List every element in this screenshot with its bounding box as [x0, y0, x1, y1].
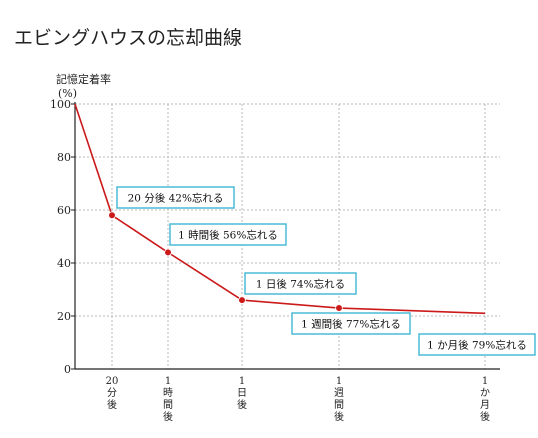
annotation-box: [116, 186, 235, 209]
y-tick-label: 100: [50, 98, 71, 111]
annotation-box: [244, 272, 357, 295]
x-tick-label-line: 週: [334, 387, 344, 399]
y-tick-label: 80: [57, 151, 71, 164]
x-tick-label-line: 1: [336, 376, 342, 387]
y-axis-label: 記憶定着率: [56, 72, 111, 86]
x-tick-label-line: 1: [165, 376, 171, 387]
annotation-label: 1 日後 74%忘れる: [256, 278, 345, 291]
annotation-box: [291, 312, 411, 335]
y-tick-label: 20: [57, 310, 71, 323]
x-tick-label-line: 1: [239, 376, 245, 387]
y-tick-label: 60: [57, 204, 71, 217]
x-tick-label: 1日後: [237, 376, 247, 411]
data-point: [335, 304, 343, 312]
x-tick-label-line: 後: [163, 410, 173, 423]
x-tick-label-line: 時: [163, 387, 173, 399]
annotation-callout: 1 日後 74%忘れる: [244, 272, 357, 295]
x-tick-label-line: 後: [237, 398, 247, 411]
y-ticks: 0 20 40 60 80 100: [50, 98, 75, 376]
x-tick-label-line: 間: [163, 399, 173, 411]
x-tick-label-line: か: [480, 387, 490, 399]
x-tick-label-line: 月: [480, 399, 490, 411]
annotation-callout: 1 か月後 79%忘れる: [418, 333, 536, 356]
data-point: [238, 296, 246, 304]
data-point: [164, 248, 172, 257]
chart-title: エビングハウスの忘却曲線: [14, 27, 242, 49]
y-axis-unit: (%): [58, 87, 77, 100]
data-point: [108, 211, 116, 220]
x-tick-label-line: 分: [107, 387, 117, 399]
annotation-callout: 20 分後 42%忘れる: [116, 186, 235, 209]
x-tick-label-line: 20: [106, 376, 119, 387]
annotation-callout: 1 時間後 56%忘れる: [169, 223, 287, 246]
x-tick-label-line: 日: [237, 388, 247, 399]
annotation-box: [169, 223, 287, 246]
series: [74, 103, 486, 315]
annotation-label: 1 時間後 56%忘れる: [178, 229, 278, 242]
y-tick-label: 0: [64, 363, 71, 376]
grid-lines: [75, 103, 500, 369]
x-tick-label-line: 後: [480, 410, 490, 423]
series-line: [74, 103, 486, 315]
x-tick-label-line: 間: [334, 399, 344, 411]
annotation-label: 1 週間後 77%忘れる: [301, 318, 401, 331]
annotation-label: 1 か月後 79%忘れる: [427, 339, 527, 352]
axes: [74, 102, 500, 370]
annotation-callout: 1 週間後 77%忘れる: [291, 312, 411, 335]
annotation-box: [418, 333, 536, 356]
x-tick-label-line: 後: [107, 398, 117, 411]
annotations: 20 分後 42%忘れる 1 時間後 56%忘れる 1 日後 74%忘れる 1 週間後…: [116, 186, 536, 356]
annotation-label: 20 分後 42%忘れる: [128, 192, 224, 205]
y-tick-label: 40: [57, 257, 71, 270]
x-tick-label-line: 1: [482, 376, 488, 387]
x-tick-label-line: 後: [334, 410, 344, 423]
